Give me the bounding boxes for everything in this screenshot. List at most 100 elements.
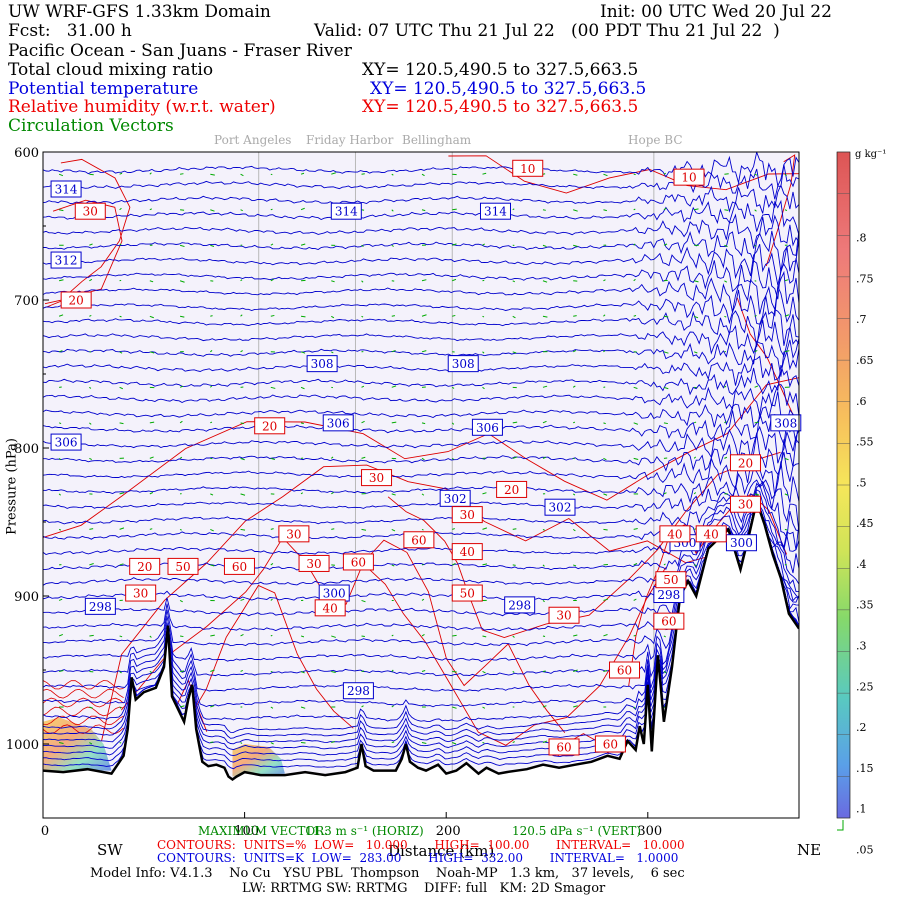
- theta-contour: [43, 284, 799, 325]
- place-friday-harbor: Friday Harbor: [306, 133, 394, 147]
- rh-contour: [43, 706, 124, 717]
- theta-label: 312: [50, 251, 82, 269]
- vector-arrow: [210, 421, 213, 424]
- vector-arrow: [89, 314, 92, 317]
- field-cloud: Total cloud mixing ratio: [8, 60, 214, 80]
- contour-label-text: 312: [55, 254, 78, 268]
- theta-contour-info: CONTOURS: UNITS=K LOW= 283.00 HIGH= 332.…: [157, 851, 679, 865]
- vector-arrow: [331, 670, 336, 673]
- rh-label: 10: [673, 168, 705, 186]
- contour-label-text: 306: [55, 436, 78, 450]
- colorbar-label: .5: [856, 476, 867, 489]
- vector-arrow: [754, 421, 759, 424]
- vector-arrow: [482, 243, 486, 246]
- contour-label-text: 60: [411, 533, 426, 547]
- contour-label-text: 302: [444, 492, 467, 506]
- x-axis-label: Distance (km): [388, 842, 495, 860]
- contour-label-text: 298: [508, 598, 531, 612]
- vector-arrow: [421, 528, 424, 531]
- vector-arrow: [391, 385, 397, 388]
- vector-arrow: [724, 456, 728, 459]
- vector-arrow: [421, 670, 426, 672]
- vector-arrow: [693, 315, 699, 319]
- colorbar-label: .35: [856, 599, 874, 612]
- vector-arrow: [754, 385, 759, 388]
- vector-arrow: [331, 635, 336, 638]
- vector-arrow: [179, 705, 185, 708]
- contour-label-box: [594, 735, 626, 753]
- vector-arrow: [119, 422, 124, 425]
- contour-label-box: [548, 738, 580, 756]
- vector-arrow: [240, 598, 245, 601]
- vector-arrow: [542, 635, 546, 638]
- contour-label-box: [659, 525, 691, 543]
- vector-arrow: [391, 705, 394, 708]
- vector-arrow: [119, 315, 122, 318]
- vector-arrow: [240, 634, 244, 637]
- rh-label: 10: [512, 159, 544, 177]
- vector-arrow: [572, 349, 577, 353]
- y-tick-label: 1000: [6, 738, 39, 753]
- vector-arrow: [573, 244, 578, 247]
- vector-arrow: [784, 173, 787, 177]
- contour-label-text: 40: [323, 601, 338, 615]
- vector-arrow: [452, 208, 457, 211]
- contour-label-box: [451, 543, 483, 561]
- colorbar-label: .6: [856, 395, 867, 408]
- contour-label-text: 60: [603, 738, 618, 752]
- x-tick-label: 100: [234, 824, 259, 839]
- rh-contour: [43, 688, 124, 699]
- vector-arrow: [300, 671, 305, 674]
- vector-arrow: [270, 243, 274, 246]
- vector-arrow: [633, 386, 638, 389]
- vector-arrow: [210, 528, 214, 532]
- y-tick-label: 900: [14, 590, 39, 605]
- axes: 600 700 800 900 1000 0 100 200 300: [6, 146, 662, 839]
- vector-arrow: [633, 706, 636, 709]
- vector-arrow: [361, 280, 364, 283]
- theta-label: 308: [770, 414, 802, 432]
- max-vector-label: MAXIMUM VECTOR:: [198, 824, 329, 838]
- contour-label-box: [695, 525, 727, 543]
- vector-arrow: [149, 421, 155, 424]
- contour-label-text: 50: [663, 573, 678, 587]
- vector-arrow: [149, 671, 152, 673]
- vector-arrow: [119, 243, 122, 246]
- contour-label-text: 60: [617, 664, 632, 678]
- vector-arrow: [512, 671, 515, 673]
- vector-arrow: [180, 173, 184, 175]
- vector-arrow: [693, 456, 697, 459]
- cloud-colorbar: .8 .75 .7 .65 .6 .55 .5 .45 .4 .35 .3 .25 .2 .15 .1 .05…: [836, 149, 886, 856]
- vector-arrow: [603, 350, 606, 353]
- x-right-direction: NE: [797, 841, 822, 859]
- contour-label-box: [167, 557, 199, 575]
- theta-label: 314: [50, 180, 82, 198]
- x-tick-label: 200: [436, 824, 461, 839]
- vector-arrow: [542, 280, 548, 283]
- vector-arrow: [482, 386, 485, 390]
- vector-arrow: [331, 528, 335, 530]
- vector-arrow: [633, 634, 636, 637]
- theta-contour: [43, 479, 799, 533]
- vector-arrow: [330, 456, 334, 459]
- rh-label: 60: [548, 738, 580, 756]
- vector-arrow: [180, 209, 185, 211]
- contour-label-text: 50: [175, 560, 190, 574]
- vector-arrow: [572, 493, 576, 496]
- vector-arrow: [59, 742, 64, 744]
- vector-arrow: [240, 457, 245, 461]
- vector-arrow: [573, 209, 578, 212]
- theta-label: 300: [725, 534, 757, 552]
- rh-label: 50: [451, 584, 483, 602]
- rh-label: 60: [594, 735, 626, 753]
- vector-arrow: [512, 741, 515, 743]
- rh-contour: [448, 155, 799, 194]
- y-axis-label: Pressure (hPa): [4, 438, 20, 535]
- colorbar-label: .55: [856, 436, 874, 449]
- theta-label: 298: [84, 597, 116, 615]
- vector-arrow: [149, 635, 152, 638]
- vector-arrow: [724, 244, 728, 248]
- theta-label: 308: [447, 355, 479, 373]
- vector-arrow: [391, 493, 396, 496]
- vector-arrow: [59, 209, 64, 212]
